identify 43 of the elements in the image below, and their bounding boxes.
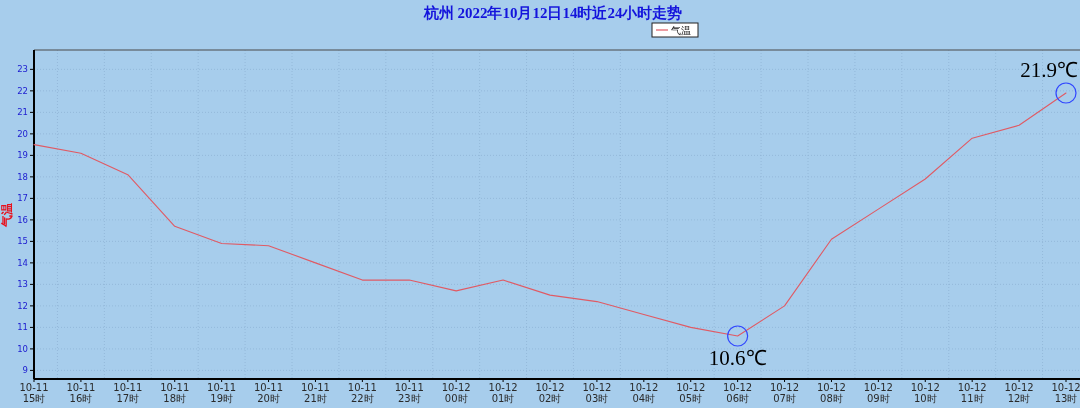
x-tick-label: 10-12 00时 — [441, 382, 471, 404]
y-axis-title: 气温 — [0, 202, 14, 228]
y-tick-label: 11 — [17, 322, 28, 333]
y-tick-label: 10 — [17, 343, 28, 354]
x-tick-label: 10-12 09时 — [863, 382, 893, 404]
y-tick-label: 12 — [17, 300, 28, 311]
y-tick-label: 18 — [17, 171, 28, 182]
y-tick-label: 23 — [17, 64, 28, 75]
x-tick-label: 10-12 11时 — [957, 382, 987, 404]
x-tick-label: 10-12 12时 — [1004, 382, 1034, 404]
x-tick-label: 10-11 23时 — [394, 382, 424, 404]
annotation: 10.6℃ — [708, 345, 767, 370]
x-tick-label: 10-11 19时 — [207, 382, 237, 404]
x-tick-label: 10-11 20时 — [254, 382, 284, 404]
annotation: 21.9℃ — [1020, 58, 1078, 83]
y-tick-label: 16 — [17, 214, 28, 225]
x-tick-label: 10-11 22时 — [347, 382, 377, 404]
x-tick-label: 10-12 02时 — [535, 382, 565, 404]
legend-label: 气温 — [671, 24, 691, 36]
y-tick-label: 19 — [17, 150, 28, 161]
y-tick-label: 9 — [22, 365, 28, 376]
x-tick-label: 10-11 21时 — [300, 382, 330, 404]
y-tick-label: 15 — [17, 236, 28, 247]
x-tick-label: 10-11 15时 — [19, 382, 49, 404]
y-tick-label: 14 — [17, 257, 28, 268]
x-tick-label: 10-12 05时 — [676, 382, 706, 404]
y-tick-label: 13 — [17, 279, 28, 290]
x-tick-label: 10-12 07时 — [770, 382, 800, 404]
x-tick-label: 10-11 18时 — [160, 382, 190, 404]
x-tick-label: 10-12 06时 — [723, 382, 753, 404]
x-tick-label: 10-12 13时 — [1051, 382, 1080, 404]
x-tick-label: 10-12 10时 — [910, 382, 940, 404]
y-tick-label: 20 — [17, 128, 28, 139]
y-tick-label: 22 — [17, 85, 28, 96]
x-tick-label: 10-11 16时 — [66, 382, 96, 404]
x-tick-label: 10-12 01时 — [488, 382, 518, 404]
chart-title: 杭州 2022年10月12日14时近24小时走势 — [422, 4, 683, 21]
y-tick-label: 17 — [17, 193, 28, 204]
x-tick-label: 10-12 08时 — [816, 382, 846, 404]
x-tick-label: 10-12 03时 — [582, 382, 612, 404]
x-tick-label: 10-12 04时 — [629, 382, 659, 404]
x-tick-label: 10-11 17时 — [113, 382, 143, 404]
y-tick-label: 21 — [17, 107, 28, 118]
